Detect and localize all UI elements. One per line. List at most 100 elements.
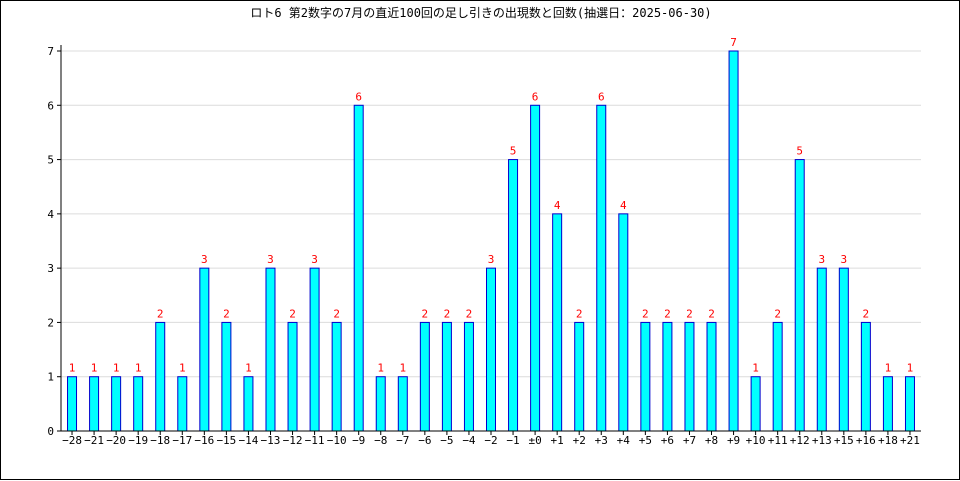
x-tick-label: −10 [327, 434, 347, 447]
bar [375, 376, 386, 432]
x-axis-ticks: −28 −21 −20 −19 −18 −17 −16 −15 −14 −13 −12 −11 −10−… [62, 431, 920, 447]
x-tick-label: ±0 [528, 434, 541, 447]
x-tick-label: −14 [238, 434, 258, 447]
x-tick-label: −9 [352, 434, 365, 447]
data-label: 2 [223, 307, 230, 320]
y-tick-label: 0 [47, 425, 54, 438]
bars [67, 50, 915, 432]
bar [67, 376, 78, 432]
data-label: 6 [355, 90, 362, 103]
data-label: 2 [576, 307, 583, 320]
data-label: 2 [444, 307, 451, 320]
bar [486, 267, 496, 432]
data-label: 5 [796, 145, 803, 158]
x-tick-label: +4 [617, 434, 631, 447]
data-label: 1 [179, 362, 186, 375]
x-tick-label: +16 [856, 434, 876, 447]
bar [508, 159, 519, 432]
bar [287, 321, 298, 432]
y-tick-label: 6 [47, 99, 54, 112]
x-tick-label: +6 [661, 434, 674, 447]
x-tick-label: −20 [106, 434, 126, 447]
x-tick-label: +13 [812, 434, 832, 447]
data-label: 1 [113, 362, 120, 375]
bar [662, 321, 673, 432]
x-tick-label: +12 [790, 434, 810, 447]
data-label: 1 [399, 362, 406, 375]
y-tick-label: 2 [47, 316, 54, 329]
data-label: 3 [488, 253, 495, 266]
x-tick-label: +10 [746, 434, 766, 447]
data-label: 3 [841, 253, 848, 266]
data-label: 3 [818, 253, 825, 266]
x-tick-label: −18 [150, 434, 170, 447]
x-tick-label: −17 [172, 434, 192, 447]
x-tick-label: −6 [418, 434, 431, 447]
bar [574, 321, 585, 432]
bar [816, 267, 827, 432]
x-tick-label: −1 [506, 434, 519, 447]
x-tick-label: +5 [639, 434, 652, 447]
bar [706, 321, 717, 432]
x-tick-label: −12 [283, 434, 303, 447]
bar [155, 321, 166, 432]
data-label: 7 [730, 36, 737, 49]
x-tick-label: +1 [551, 434, 564, 447]
x-tick-label: +21 [900, 434, 920, 447]
bar [750, 376, 761, 432]
bar [199, 267, 210, 432]
x-tick-label: +2 [573, 434, 586, 447]
y-tick-label: 5 [47, 154, 54, 167]
y-tick-label: 4 [47, 208, 54, 221]
bar [904, 376, 915, 432]
x-tick-label: −13 [261, 434, 281, 447]
bar [397, 376, 408, 432]
bar [221, 321, 232, 432]
bar [177, 376, 188, 432]
data-label: 4 [620, 199, 627, 212]
bar [860, 321, 871, 432]
x-tick-label: −28 [62, 434, 82, 447]
x-tick-label: +15 [834, 434, 854, 447]
bar [552, 213, 563, 432]
data-label: 6 [532, 90, 539, 103]
bar [441, 321, 452, 432]
x-tick-label: +11 [768, 434, 788, 447]
x-tick-label: +9 [727, 434, 740, 447]
data-label: 3 [201, 253, 208, 266]
x-tick-label: −8 [374, 434, 387, 447]
bar [331, 321, 342, 432]
x-tick-label: −16 [194, 434, 214, 447]
data-label: 2 [774, 307, 781, 320]
bar [353, 104, 364, 432]
y-tick-label: 7 [47, 45, 54, 58]
y-tick-label: 3 [47, 262, 54, 275]
x-tick-label: −19 [128, 434, 148, 447]
bar [463, 321, 474, 432]
x-tick-label: −21 [84, 434, 104, 447]
bar [772, 321, 783, 432]
data-label: 1 [245, 362, 252, 375]
x-tick-label: +3 [595, 434, 608, 447]
bar [111, 376, 122, 432]
data-label: 6 [598, 90, 605, 103]
chart-title: ロト6 第2数字の7月の直近100回の足し引きの出現数と回数(抽選日：2025-… [250, 6, 712, 20]
data-label: 1 [377, 362, 384, 375]
bar [684, 321, 695, 432]
bar [882, 376, 893, 432]
y-axis-ticks: 0 1 2 3 4 5 6 7 [47, 45, 61, 438]
data-label: 5 [510, 145, 517, 158]
x-tick-label: −7 [396, 434, 409, 447]
data-label: 2 [642, 307, 649, 320]
data-label: 1 [885, 362, 892, 375]
bar [838, 267, 849, 432]
data-label: 1 [91, 362, 98, 375]
x-tick-label: +18 [878, 434, 898, 447]
data-label: 1 [907, 362, 914, 375]
data-label: 1 [752, 362, 759, 375]
data-label: 1 [69, 362, 76, 375]
data-label: 2 [686, 307, 693, 320]
data-label: 2 [157, 307, 164, 320]
